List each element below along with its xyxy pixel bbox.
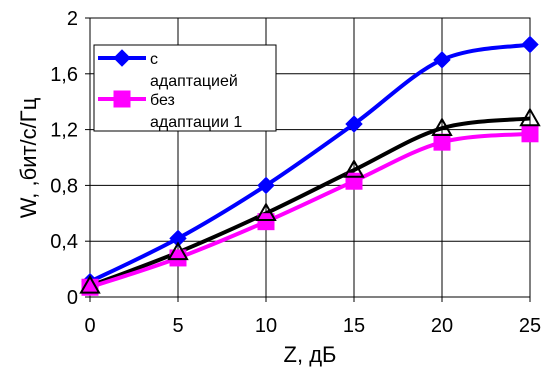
legend-label: адаптацией — [150, 73, 238, 90]
data-point-diamond-0-2 — [257, 176, 275, 195]
data-point-triangle-2-3 — [343, 159, 365, 178]
series-line-2 — [89, 116, 531, 288]
data-point-diamond-0-5 — [521, 35, 539, 54]
x-tick-label: 0 — [84, 315, 95, 337]
data-point-triangle-2-4 — [431, 117, 453, 136]
y-axis-title: W, ,бит/с/Гц — [16, 97, 41, 218]
data-point-square-1-4 — [433, 133, 451, 151]
y-tick-label: 2 — [67, 8, 78, 30]
legend-marker-diamond-0 — [113, 49, 131, 67]
legend-label: без — [150, 92, 175, 109]
y-tick-label: 0,4 — [50, 231, 78, 253]
data-point-triangle-2-2 — [255, 202, 277, 222]
data-point-diamond-0-3 — [345, 115, 363, 133]
x-tick-label: 5 — [172, 315, 183, 337]
y-tick-label: 0,8 — [50, 175, 78, 197]
series-layer — [79, 35, 541, 296]
series-line-1 — [89, 131, 531, 290]
x-axis-title: Z, дБ — [284, 342, 337, 367]
data-point-diamond-0-1 — [169, 229, 187, 248]
data-point-triangle-2-5 — [519, 107, 541, 127]
y-tick-label: 0 — [67, 287, 78, 309]
data-point-triangle-2-1 — [167, 241, 189, 261]
legend-label: адаптации 1 — [150, 114, 242, 131]
y-tick-label: 1,2 — [50, 120, 78, 142]
data-point-square-1-2 — [257, 213, 275, 231]
legend-label: с — [150, 51, 158, 68]
data-point-triangle-2-0 — [79, 274, 101, 294]
legend: с адаптацией без адаптации 1 — [93, 44, 277, 132]
x-tick-label: 20 — [431, 315, 453, 337]
x-tick-label: 10 — [255, 315, 277, 337]
tick-labels: 0 5 10 15 20 25 0 0,4 0,8 1,2 1,6 2 — [50, 8, 541, 337]
legend-marker-square-1 — [113, 90, 131, 108]
data-point-square-1-5 — [521, 125, 539, 143]
x-tick-label: 15 — [343, 315, 365, 337]
y-tick-label: 1,6 — [50, 64, 78, 86]
data-point-diamond-0-4 — [433, 51, 451, 69]
x-tick-label: 25 — [519, 315, 541, 337]
data-point-square-1-3 — [345, 172, 363, 190]
